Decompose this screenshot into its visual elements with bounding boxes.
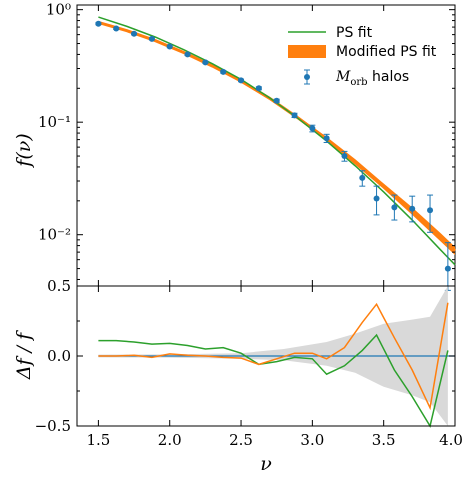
ps-fit-line <box>98 16 456 266</box>
legend-mod-swatch <box>288 45 326 58</box>
residual-series-layer <box>98 302 449 428</box>
halo-point <box>220 68 227 75</box>
top-y-axis-label: f(ν) <box>13 133 35 168</box>
halo-point <box>323 135 330 142</box>
halo-point <box>309 125 316 132</box>
bottom-y-axis-label: Δf / f <box>13 330 35 380</box>
x-tick-label: 3.5 <box>372 431 396 449</box>
halo-point <box>373 195 380 202</box>
halo-point <box>184 51 191 58</box>
legend-mod-label: Modified PS fit <box>336 44 437 60</box>
x-axis-label: ν <box>260 453 272 475</box>
halo-point <box>131 30 138 37</box>
halo-points-layer <box>95 20 451 291</box>
y-tick-label: 10⁻¹ <box>38 113 71 131</box>
bottom-panel: 0.5 0.0 −0.5 1.5 2.0 2.5 3.0 3.5 4.0 Δf / f ν <box>13 277 463 475</box>
halo-point <box>444 265 451 272</box>
bottom-y-ticks: 0.5 0.0 −0.5 <box>35 277 455 435</box>
legend-halos-label: Morb halos <box>335 69 409 88</box>
x-tick-label: 4.0 <box>439 431 463 449</box>
halo-point <box>166 43 173 50</box>
top-x-ticks <box>97 5 456 286</box>
legend: PS fit Modified PS fit Morb halos <box>288 25 437 88</box>
legend-halos-marker <box>304 74 310 80</box>
modified-ps-residual-line <box>98 302 449 411</box>
x-tick-label: 3.0 <box>300 431 324 449</box>
top-panel: 10⁰ 10⁻¹ 10⁻² f(ν) PS fit Modified PS fit … <box>13 1 457 291</box>
legend-halos-sub: orb <box>350 77 367 88</box>
halo-point <box>341 153 348 160</box>
halo-point <box>238 77 245 84</box>
top-y-ticks: 10⁰ 10⁻¹ 10⁻² <box>38 1 455 280</box>
x-tick-label: 1.5 <box>86 431 110 449</box>
halo-point <box>148 35 155 42</box>
halo-point <box>427 207 434 214</box>
x-tick-label: 2.0 <box>158 431 182 449</box>
top-series-layer <box>98 16 456 266</box>
halo-point <box>391 204 398 211</box>
y-tick-label: 10⁻² <box>38 226 71 244</box>
halo-point <box>409 205 416 212</box>
ps-residual-line <box>98 333 449 428</box>
halo-point <box>255 85 262 92</box>
halo-point <box>273 97 280 104</box>
halo-point <box>202 59 209 66</box>
y-tick-label: −0.5 <box>35 417 71 435</box>
halo-point <box>113 25 120 32</box>
y-tick-label: 0.0 <box>47 347 71 365</box>
legend-halos-tail: halos <box>368 69 410 85</box>
halo-point <box>95 20 102 27</box>
x-tick-label: 2.5 <box>229 431 253 449</box>
legend-ps-label: PS fit <box>336 25 373 41</box>
halo-point <box>291 112 298 119</box>
legend-halos-m: M <box>335 69 351 85</box>
y-tick-label: 10⁰ <box>46 1 71 19</box>
bottom-x-ticks: 1.5 2.0 2.5 3.0 3.5 4.0 <box>86 286 463 449</box>
y-tick-label: 0.5 <box>47 277 71 295</box>
halo-point <box>359 174 366 181</box>
